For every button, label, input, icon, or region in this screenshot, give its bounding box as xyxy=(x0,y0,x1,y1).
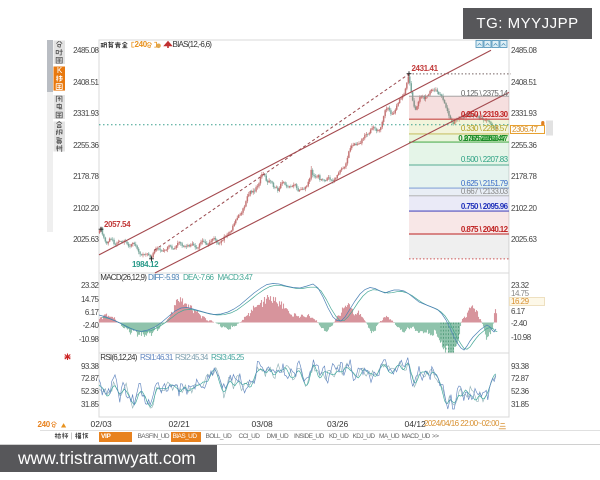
svg-text:K: K xyxy=(57,66,63,75)
